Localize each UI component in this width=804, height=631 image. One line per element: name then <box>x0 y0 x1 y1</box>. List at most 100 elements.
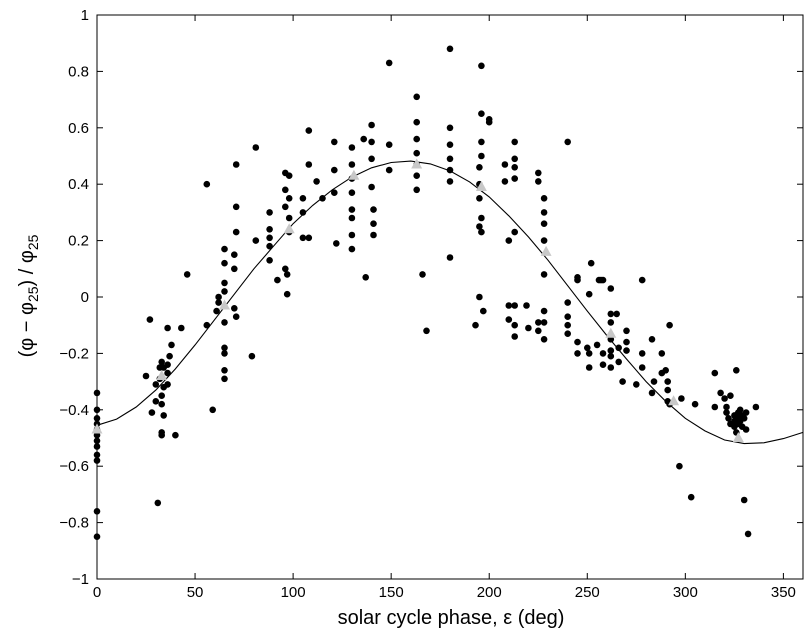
data-point <box>266 226 273 233</box>
data-point <box>164 381 171 388</box>
y-tick-label: −0.8 <box>59 515 89 532</box>
data-point <box>511 302 518 309</box>
data-point <box>252 237 260 244</box>
data-point <box>727 392 734 400</box>
data-point <box>221 367 228 374</box>
data-point <box>525 324 532 332</box>
data-point <box>274 276 281 284</box>
fit-curve-layer <box>96 160 804 445</box>
data-point <box>478 214 485 222</box>
data-point <box>564 299 571 306</box>
data-point <box>540 209 548 216</box>
y-axis-ticks: −1 −0.8 −0.6 −0.4 −0.2 0 0.2 0.4 0.6 0.8 1 <box>59 7 803 588</box>
data-point <box>615 358 622 366</box>
data-point <box>282 203 289 211</box>
data-point <box>717 389 724 397</box>
data-point <box>285 195 293 202</box>
data-point <box>385 141 393 148</box>
data-point <box>607 364 615 371</box>
data-point <box>266 234 273 242</box>
data-point <box>619 378 626 385</box>
data-point <box>248 352 256 360</box>
data-point <box>158 358 165 366</box>
data-point <box>305 234 313 242</box>
data-point <box>158 392 165 400</box>
data-point <box>585 290 593 298</box>
data-point <box>664 386 671 394</box>
data-point <box>599 361 607 369</box>
data-point <box>215 293 222 301</box>
data-point <box>221 279 228 287</box>
data-point <box>511 138 518 146</box>
data-point <box>607 347 615 354</box>
data-point <box>511 164 518 171</box>
data-point <box>368 138 375 146</box>
data-point <box>164 361 171 369</box>
data-point <box>607 352 615 360</box>
data-point <box>413 172 421 179</box>
data-point <box>478 110 485 117</box>
data-point <box>725 415 732 422</box>
data-point <box>370 231 377 239</box>
triangle-marker <box>283 223 295 234</box>
data-point <box>501 161 509 168</box>
data-point <box>564 321 571 329</box>
y-tick-label: 0.6 <box>68 120 89 137</box>
data-point <box>93 451 101 459</box>
data-point <box>736 406 744 414</box>
data-point <box>540 307 548 315</box>
data-point <box>152 398 160 405</box>
data-point <box>413 93 421 101</box>
triangle-marker <box>156 370 168 380</box>
data-point <box>478 138 485 146</box>
data-point <box>221 288 228 295</box>
data-point <box>299 195 307 202</box>
y-tick-label: −0.2 <box>59 345 89 362</box>
data-point <box>331 138 338 146</box>
data-point <box>540 271 548 278</box>
y-tick-label: −0.6 <box>59 458 89 475</box>
data-point <box>333 240 340 247</box>
data-point <box>613 310 620 318</box>
data-point <box>501 178 509 185</box>
y-tick-label: 0.2 <box>68 233 89 250</box>
data-point <box>446 178 454 185</box>
data-point <box>535 169 542 177</box>
data-point <box>476 293 483 301</box>
data-point <box>164 324 171 332</box>
data-point <box>742 409 750 416</box>
data-point <box>178 324 185 332</box>
data-point <box>540 220 548 227</box>
data-point <box>158 431 165 439</box>
data-point <box>368 183 375 191</box>
triangle-marker <box>411 158 423 169</box>
data-point <box>232 203 240 211</box>
data-point <box>285 214 293 222</box>
data-point <box>313 178 320 185</box>
data-point <box>648 389 656 397</box>
data-point <box>164 369 171 377</box>
data-point <box>148 409 156 416</box>
data-point <box>93 508 101 515</box>
data-point <box>615 344 622 352</box>
data-point <box>511 228 518 236</box>
x-tick-label: 200 <box>477 584 502 601</box>
data-point <box>662 367 669 374</box>
data-point <box>368 121 375 129</box>
data-point <box>370 220 377 227</box>
x-tick-label: 0 <box>93 584 101 601</box>
data-point <box>623 347 630 354</box>
data-point <box>535 319 542 326</box>
data-point <box>93 415 101 422</box>
triangle-marker <box>348 169 360 180</box>
data-point <box>446 166 454 174</box>
data-point <box>221 344 228 352</box>
data-point <box>348 206 356 213</box>
data-point <box>633 381 640 388</box>
y-tick-label: 0.8 <box>68 63 89 80</box>
data-point <box>535 327 542 335</box>
data-point <box>299 209 307 216</box>
data-point <box>540 237 548 244</box>
data-point <box>348 245 356 253</box>
data-point <box>623 327 630 335</box>
